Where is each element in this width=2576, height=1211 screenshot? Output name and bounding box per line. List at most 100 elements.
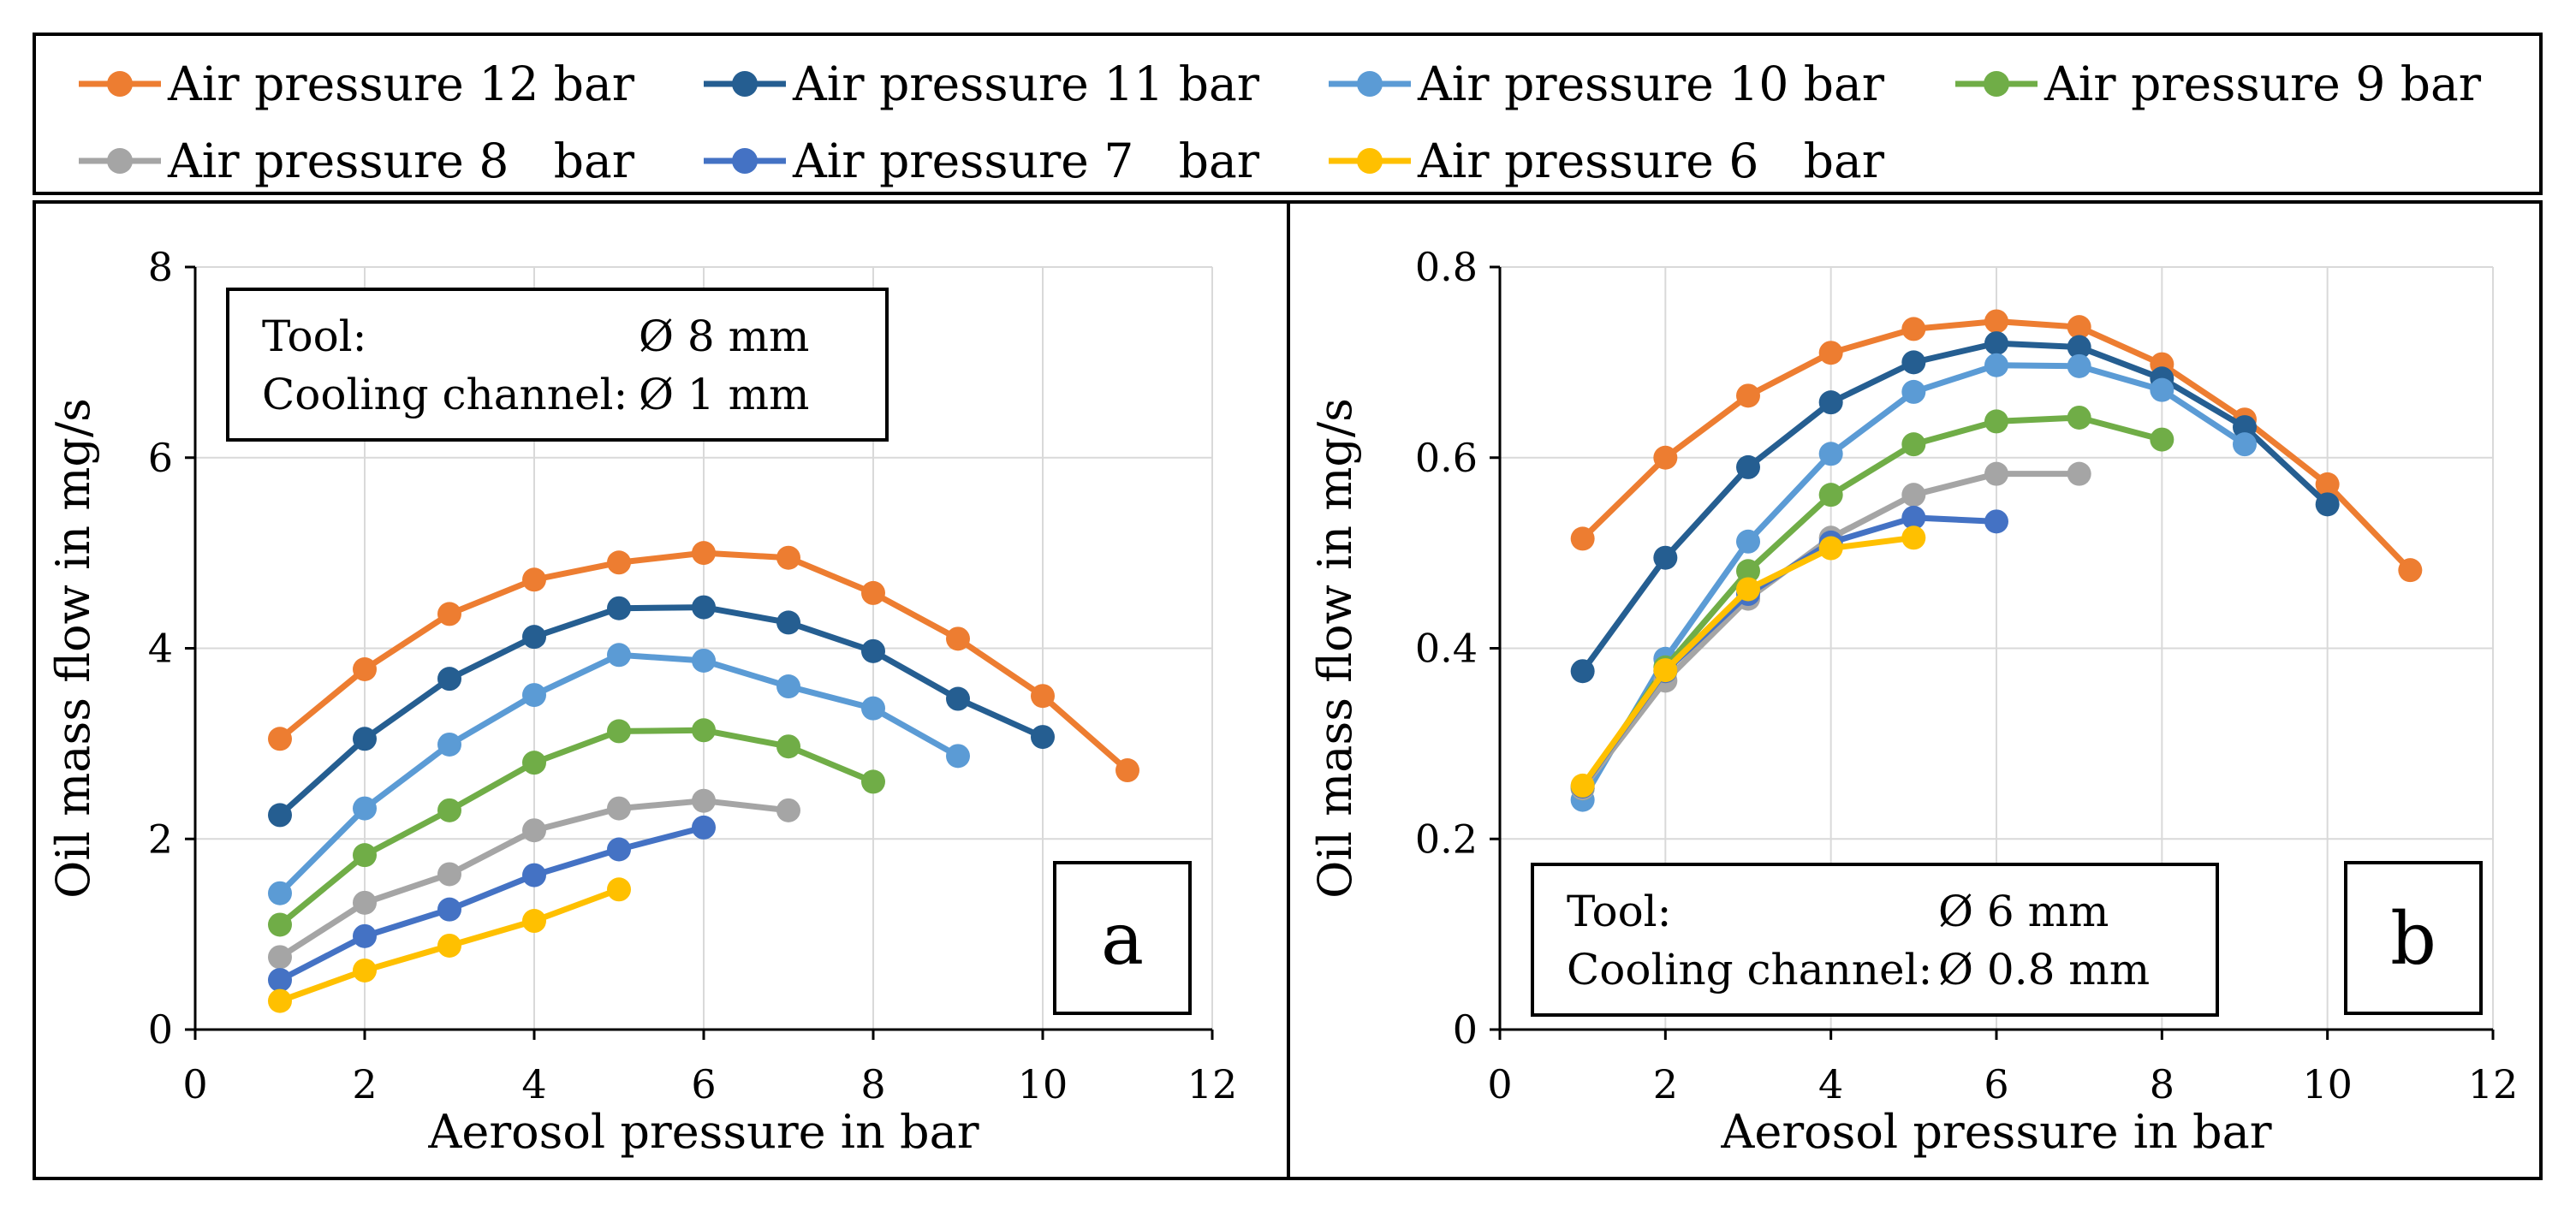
x-tick-label: 4 — [521, 1061, 546, 1107]
data-point — [437, 732, 461, 757]
data-point — [522, 567, 546, 592]
legend-marker-icon — [79, 148, 161, 174]
data-point — [2067, 353, 2091, 378]
info-tool-label: Tool: — [1567, 887, 1672, 936]
data-point — [1818, 390, 1843, 415]
data-point — [776, 674, 800, 699]
data-point — [946, 686, 970, 711]
legend-label: Air pressure 11 bar — [793, 56, 1260, 111]
data-point — [1901, 379, 1926, 404]
series-line — [278, 824, 705, 983]
panel-letter: a — [1101, 897, 1144, 981]
panel-divider — [1287, 200, 1290, 1180]
data-point — [607, 719, 631, 744]
x-tick-label: 2 — [1653, 1061, 1678, 1107]
legend-marker-icon — [704, 71, 786, 97]
x-axis-title: Aerosol pressure in bar — [1720, 1105, 2271, 1159]
legend-item: Air pressure 10 bar — [1327, 50, 1884, 118]
y-tick-label: 0.6 — [1415, 435, 1478, 481]
info-box — [1531, 863, 2219, 1017]
y-tick-label: 0.8 — [1415, 244, 1478, 290]
series-line — [277, 727, 875, 928]
panel-letter-box — [1053, 861, 1192, 1015]
data-point — [1984, 309, 2008, 334]
legend-label: Air pressure 12 bar — [168, 56, 635, 111]
series-line — [1580, 362, 2246, 802]
data-point — [353, 796, 377, 821]
legend-marker-icon — [79, 71, 161, 97]
data-point — [522, 863, 546, 887]
data-point — [1653, 445, 1678, 470]
data-point — [437, 897, 461, 922]
info-box — [226, 288, 889, 442]
x-tick-label: 10 — [1018, 1061, 1068, 1107]
data-point — [1984, 509, 2008, 534]
y-axis-title: Oil mass flow in mg/s — [46, 398, 100, 899]
data-point — [946, 744, 970, 769]
data-point — [2398, 558, 2423, 583]
legend-marker-icon — [704, 148, 786, 174]
legend-marker-icon — [1329, 71, 1411, 97]
data-point — [607, 796, 631, 821]
data-point — [692, 541, 716, 566]
data-point — [353, 657, 377, 682]
legend-item: Air pressure 9 bar — [1954, 50, 2481, 118]
series-line — [1580, 340, 2330, 674]
x-tick-label: 6 — [1984, 1061, 2008, 1107]
data-point — [437, 862, 461, 887]
data-point — [2067, 315, 2091, 340]
x-tick-label: 8 — [2150, 1061, 2174, 1107]
legend-item: Air pressure 7 bar — [702, 127, 1259, 195]
data-point — [692, 718, 716, 743]
data-point — [1031, 725, 1055, 750]
x-tick-label: 2 — [352, 1061, 377, 1107]
series-line — [1580, 514, 1997, 789]
chart-b: 0 2 4 6 8 10 12 0 0.2 0.4 0.6 0.8 Aerosol pressure i… — [1308, 244, 2518, 1159]
y-tick-label: 0 — [148, 1006, 173, 1053]
data-point — [1653, 658, 1678, 683]
info-tool-value: Ø 8 mm — [639, 312, 809, 361]
data-point — [1115, 758, 1139, 783]
data-point — [607, 643, 631, 668]
legend-item: Air pressure 6 bar — [1327, 127, 1884, 195]
data-point — [268, 912, 292, 937]
data-point — [861, 580, 885, 605]
data-point — [607, 596, 631, 620]
data-point — [607, 837, 631, 862]
data-point — [522, 751, 546, 775]
series-line — [277, 604, 1044, 818]
legend-item: Air pressure 8 bar — [77, 127, 634, 195]
data-point — [1984, 461, 2008, 486]
data-point — [2315, 472, 2340, 496]
data-point — [1901, 432, 1926, 457]
y-tick-label: 2 — [148, 816, 173, 862]
y-tick-label: 0 — [1453, 1006, 1478, 1053]
data-point — [861, 638, 885, 663]
x-tick-label: 8 — [860, 1061, 885, 1107]
data-point — [437, 667, 461, 692]
data-point — [1736, 559, 1760, 584]
data-point — [776, 734, 800, 759]
info-tool-label: Tool: — [262, 312, 367, 361]
panel-letter-box — [2344, 861, 2483, 1015]
x-tick-label: 10 — [2302, 1061, 2353, 1107]
data-point — [522, 818, 546, 843]
data-point — [522, 909, 546, 934]
x-axis-title: Aerosol pressure in bar — [427, 1105, 979, 1159]
data-point — [1736, 577, 1760, 602]
x-tick-label: 4 — [1818, 1061, 1843, 1107]
data-point — [607, 550, 631, 575]
legend-item: Air pressure 12 bar — [77, 50, 634, 118]
legend-label: Air pressure 6 bar — [1418, 133, 1885, 188]
data-point — [946, 626, 970, 651]
data-point — [607, 877, 631, 902]
data-point — [1901, 505, 1926, 530]
data-point — [1653, 545, 1678, 570]
x-tick-label: 0 — [182, 1061, 207, 1107]
y-tick-label: 0.2 — [1415, 816, 1478, 862]
data-point — [522, 625, 546, 650]
data-point — [1736, 383, 1760, 408]
data-point — [1818, 536, 1843, 561]
data-point — [268, 988, 292, 1013]
